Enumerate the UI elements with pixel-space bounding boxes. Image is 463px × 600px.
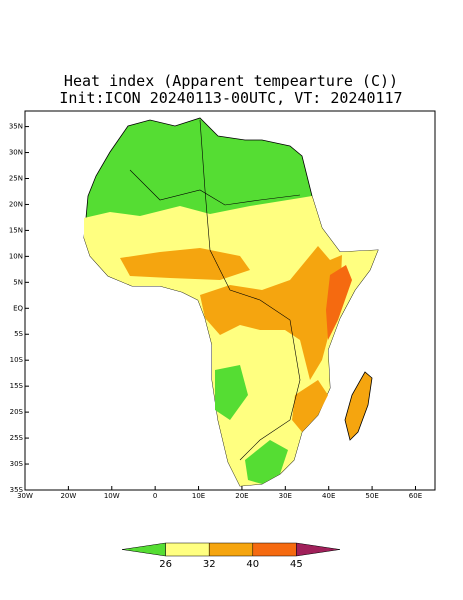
y-tick-label: EQ bbox=[13, 304, 23, 312]
madagascar bbox=[344, 371, 373, 441]
y-tick-label: 30S bbox=[10, 460, 24, 468]
hot-zone bbox=[292, 380, 328, 432]
y-tick-label: 5N bbox=[13, 278, 23, 286]
x-tick-label: 30E bbox=[279, 492, 292, 500]
x-tick-label: 20E bbox=[235, 492, 248, 500]
x-tick-label: 10W bbox=[104, 492, 120, 500]
y-tick-label: 15N bbox=[9, 226, 23, 234]
x-tick-label: 50E bbox=[365, 492, 378, 500]
hot-zone bbox=[200, 246, 342, 380]
colorbar-segment bbox=[252, 542, 297, 557]
y-tick-label: 10N bbox=[9, 252, 23, 260]
y-tick-label: 35N bbox=[9, 123, 23, 131]
map-body bbox=[83, 117, 379, 487]
y-tick-label: 30N bbox=[9, 149, 23, 157]
y-tick-label: 20N bbox=[9, 200, 23, 208]
cool-zone bbox=[245, 440, 288, 484]
y-tick-label: 15S bbox=[10, 382, 24, 390]
map-frame bbox=[24, 110, 436, 491]
x-tick-label: 10E bbox=[192, 492, 205, 500]
colorbar-label: 40 bbox=[246, 559, 259, 570]
colorbar-label: 32 bbox=[203, 559, 216, 570]
warm-zone bbox=[84, 196, 378, 486]
y-tick-label: 35S bbox=[10, 486, 24, 494]
x-tick-label: 40E bbox=[322, 492, 335, 500]
colorbar-segment bbox=[165, 542, 210, 557]
y-tick-label: 25S bbox=[10, 434, 24, 442]
title: Heat index (Apparent tempearture (C)) bbox=[64, 72, 398, 90]
y-tick-label: 20S bbox=[10, 408, 24, 416]
x-tick-label: 20W bbox=[60, 492, 76, 500]
cool-zone bbox=[215, 365, 248, 420]
y-tick-label: 5S bbox=[14, 330, 23, 338]
colorbar-label: 45 bbox=[290, 559, 303, 570]
hot-zone bbox=[120, 248, 250, 280]
x-tick-label: 0 bbox=[153, 492, 157, 500]
colorbar-segment bbox=[208, 542, 254, 557]
colorbar-segment bbox=[121, 542, 166, 557]
colorbar-label: 26 bbox=[159, 559, 172, 570]
colorbar-segment bbox=[296, 542, 341, 557]
x-tick-label: 30W bbox=[17, 492, 33, 500]
y-tick-label: 25N bbox=[9, 174, 23, 182]
y-tick-label: 10S bbox=[10, 356, 24, 364]
borders bbox=[129, 169, 301, 206]
x-tick-label: 60E bbox=[409, 492, 422, 500]
borders bbox=[199, 119, 301, 461]
very-hot-zone bbox=[326, 265, 352, 340]
subtitle: Init:ICON 20240113-00UTC, VT: 20240117 bbox=[59, 89, 402, 107]
